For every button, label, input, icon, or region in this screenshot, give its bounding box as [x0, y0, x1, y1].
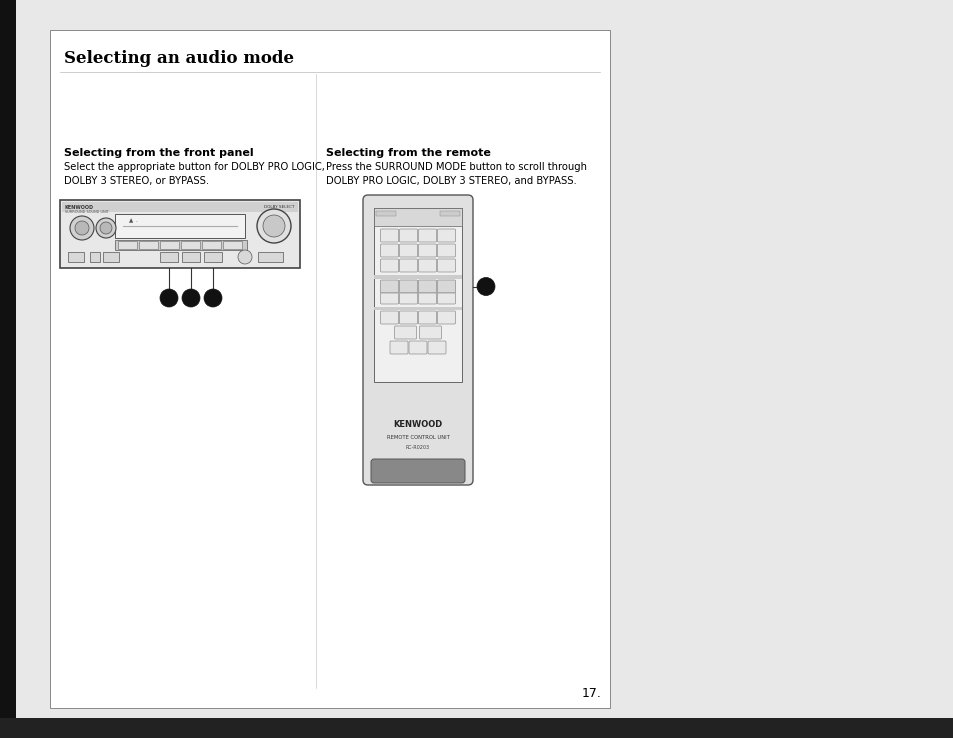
FancyBboxPatch shape — [418, 244, 436, 257]
Text: DOLBY SELECT: DOLBY SELECT — [264, 205, 294, 209]
FancyBboxPatch shape — [380, 293, 398, 304]
FancyBboxPatch shape — [428, 341, 446, 354]
Circle shape — [160, 289, 178, 307]
Text: KENWOOD: KENWOOD — [65, 205, 94, 210]
Text: Select the appropriate button for DOLBY PRO LOGIC,
DOLBY 3 STEREO, or BYPASS.: Select the appropriate button for DOLBY … — [64, 162, 325, 186]
Text: ▲: ▲ — [129, 218, 133, 223]
Text: 17.: 17. — [581, 687, 601, 700]
Circle shape — [476, 277, 495, 295]
Bar — [181, 241, 200, 249]
Bar — [204, 252, 222, 262]
FancyBboxPatch shape — [390, 341, 408, 354]
Bar — [115, 214, 245, 238]
Circle shape — [75, 221, 89, 235]
FancyBboxPatch shape — [437, 280, 455, 293]
FancyBboxPatch shape — [380, 280, 398, 293]
Circle shape — [182, 289, 200, 307]
Text: Selecting from the remote: Selecting from the remote — [326, 148, 491, 158]
FancyBboxPatch shape — [418, 311, 436, 324]
Bar — [0, 0, 16, 738]
Bar — [103, 252, 119, 262]
FancyBboxPatch shape — [371, 459, 464, 483]
Circle shape — [237, 250, 252, 264]
Bar — [375, 211, 395, 216]
Text: KENWOOD: KENWOOD — [393, 420, 442, 429]
Text: REMOTE CONTROL UNIT: REMOTE CONTROL UNIT — [386, 435, 449, 440]
Bar — [257, 252, 283, 262]
Text: .: . — [135, 218, 136, 223]
Bar — [374, 307, 461, 310]
Circle shape — [263, 215, 285, 237]
Circle shape — [100, 222, 112, 234]
FancyBboxPatch shape — [380, 311, 398, 324]
Circle shape — [96, 218, 116, 238]
FancyBboxPatch shape — [399, 311, 417, 324]
FancyBboxPatch shape — [418, 259, 436, 272]
FancyBboxPatch shape — [399, 293, 417, 304]
Bar — [182, 252, 200, 262]
FancyBboxPatch shape — [380, 259, 398, 272]
Bar — [223, 241, 242, 249]
Bar — [115, 240, 247, 250]
Text: Selecting from the front panel: Selecting from the front panel — [64, 148, 253, 158]
Text: Press the SURROUND MODE button to scroll through
DOLBY PRO LOGIC, DOLBY 3 STEREO: Press the SURROUND MODE button to scroll… — [326, 162, 586, 186]
Bar — [374, 275, 461, 279]
Bar — [374, 208, 461, 382]
FancyBboxPatch shape — [437, 259, 455, 272]
FancyBboxPatch shape — [437, 229, 455, 242]
Bar — [0, 718, 953, 738]
FancyBboxPatch shape — [380, 244, 398, 257]
FancyBboxPatch shape — [380, 229, 398, 242]
FancyBboxPatch shape — [437, 293, 455, 304]
FancyBboxPatch shape — [409, 341, 427, 354]
Bar — [374, 208, 461, 226]
Bar — [160, 241, 179, 249]
FancyBboxPatch shape — [399, 259, 417, 272]
Circle shape — [204, 289, 222, 307]
Bar — [90, 252, 100, 262]
Text: Selecting an audio mode: Selecting an audio mode — [64, 50, 294, 67]
Bar — [160, 252, 178, 262]
Circle shape — [256, 209, 291, 243]
FancyBboxPatch shape — [395, 326, 416, 339]
FancyBboxPatch shape — [437, 311, 455, 324]
Bar — [60, 200, 299, 268]
FancyBboxPatch shape — [437, 244, 455, 257]
Circle shape — [70, 216, 94, 240]
Bar — [139, 241, 158, 249]
FancyBboxPatch shape — [399, 244, 417, 257]
Text: SURROUND SOUND UNIT: SURROUND SOUND UNIT — [65, 210, 109, 214]
Bar — [118, 241, 137, 249]
FancyBboxPatch shape — [363, 195, 473, 485]
FancyBboxPatch shape — [418, 280, 436, 293]
Bar — [439, 211, 459, 216]
Bar — [50, 30, 609, 708]
Bar — [68, 252, 84, 262]
FancyBboxPatch shape — [419, 326, 441, 339]
Bar — [62, 202, 297, 212]
FancyBboxPatch shape — [399, 229, 417, 242]
FancyBboxPatch shape — [399, 280, 417, 293]
FancyBboxPatch shape — [418, 229, 436, 242]
FancyBboxPatch shape — [418, 293, 436, 304]
Bar — [202, 241, 221, 249]
Text: RC-R0203: RC-R0203 — [406, 445, 430, 450]
